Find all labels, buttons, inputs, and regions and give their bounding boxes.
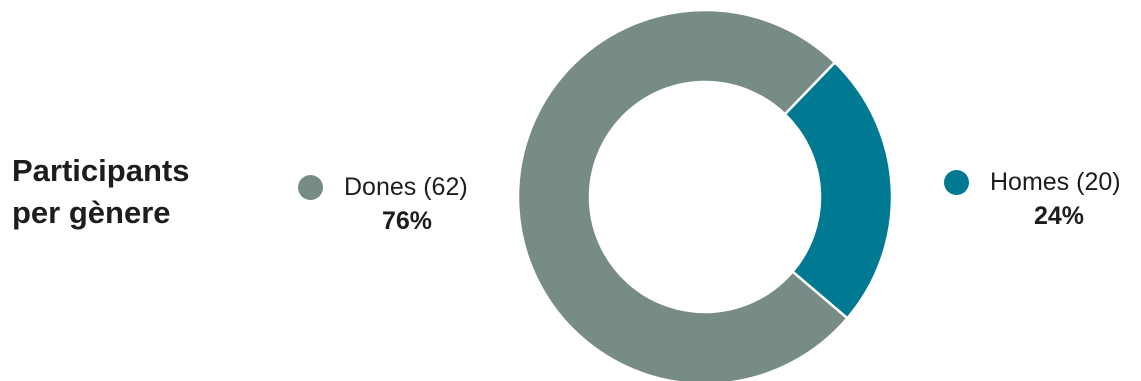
- legend-label-dones: Dones (62): [344, 173, 468, 201]
- legend-swatch-dones: [298, 175, 323, 200]
- chart-title-line-1: Participants: [12, 153, 190, 188]
- donut-slice-homes: [783, 60, 894, 320]
- data-label-dones: 76%: [382, 207, 433, 235]
- data-label-homes: 24%: [1034, 202, 1085, 230]
- chart-title: Participants per gènere: [12, 150, 252, 234]
- chart-title-line-2: per gènere: [12, 195, 171, 230]
- donut-slice-dones: [516, 8, 850, 381]
- legend-swatch-homes: [944, 170, 969, 195]
- legend-label-homes: Homes (20): [990, 168, 1121, 196]
